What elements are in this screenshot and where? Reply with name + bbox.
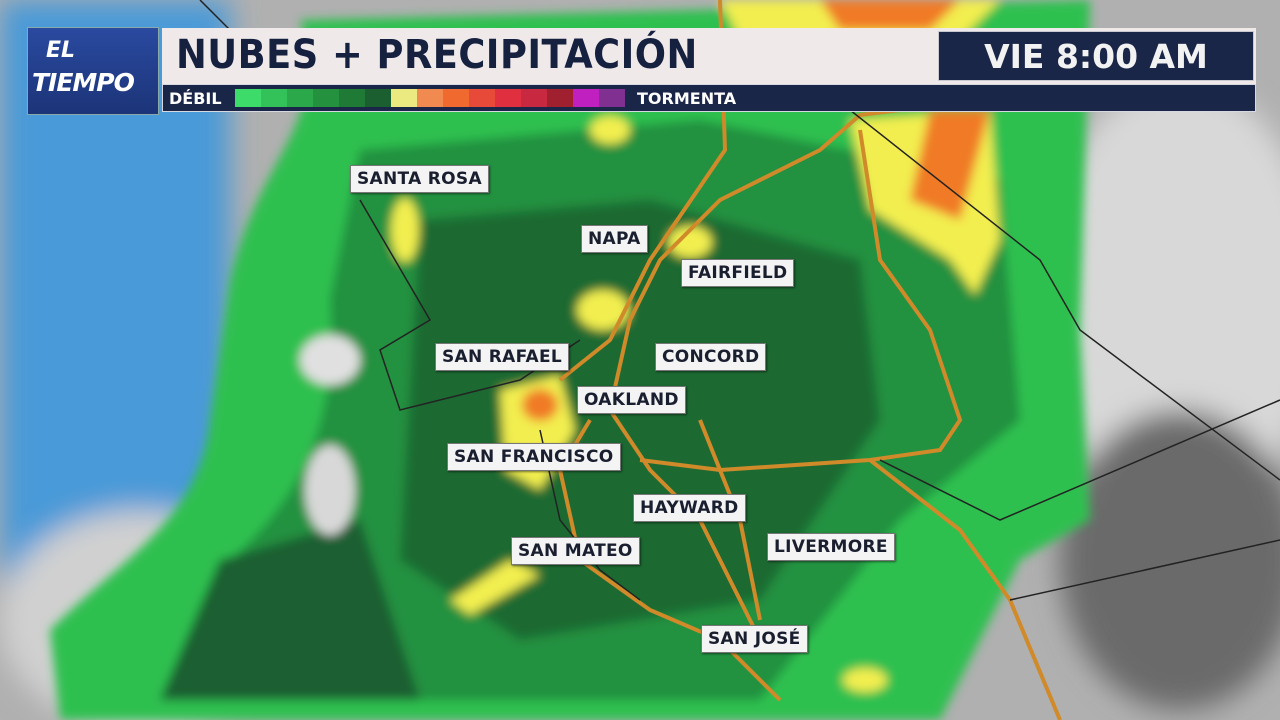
legend-low-label: DÉBIL bbox=[169, 89, 222, 108]
title-bar: NUBES + PRECIPITACIÓN VIE 8:00 AM bbox=[162, 28, 1256, 84]
legend-swatch bbox=[235, 89, 261, 107]
legend-high-label: TORMENTA bbox=[637, 89, 737, 108]
city-label-san-mateo: SAN MATEO bbox=[511, 537, 640, 565]
logo-line-1: EL bbox=[46, 38, 76, 63]
time-box: VIE 8:00 AM bbox=[938, 31, 1254, 81]
city-label-oakland: OAKLAND bbox=[577, 386, 686, 414]
page-title: NUBES + PRECIPITACIÓN bbox=[176, 32, 698, 78]
legend-swatch bbox=[313, 89, 339, 107]
logo-line-2: TIEMPO bbox=[32, 68, 135, 97]
legend-swatch bbox=[287, 89, 313, 107]
legend-swatch bbox=[599, 89, 625, 107]
city-label-san-jose: SAN JOSÉ bbox=[701, 625, 808, 653]
legend-swatch bbox=[495, 89, 521, 107]
city-label-san-francisco: SAN FRANCISCO bbox=[447, 443, 621, 471]
city-label-concord: CONCORD bbox=[655, 343, 767, 371]
el-tiempo-logo: EL TIEMPO bbox=[27, 27, 159, 115]
city-label-hayward: HAYWARD bbox=[633, 494, 746, 522]
city-label-napa: NAPA bbox=[581, 225, 648, 253]
legend-swatch bbox=[339, 89, 365, 107]
forecast-time: VIE 8:00 AM bbox=[984, 37, 1208, 76]
legend-swatch bbox=[521, 89, 547, 107]
legend-swatch bbox=[547, 89, 573, 107]
city-label-fairfield: FAIRFIELD bbox=[681, 259, 795, 287]
legend-swatch bbox=[391, 89, 417, 107]
county-borders bbox=[199, 0, 1280, 601]
city-label-livermore: LIVERMORE bbox=[767, 533, 895, 561]
legend-swatch bbox=[365, 89, 391, 107]
legend-swatches bbox=[235, 89, 625, 107]
city-label-santa-rosa: SANTA ROSA bbox=[350, 165, 489, 193]
legend-swatch bbox=[261, 89, 287, 107]
legend-swatch bbox=[443, 89, 469, 107]
legend-swatch bbox=[573, 89, 599, 107]
precipitation-legend: DÉBIL TORMENTA bbox=[162, 84, 1256, 112]
legend-swatch bbox=[417, 89, 443, 107]
city-label-san-rafael: SAN RAFAEL bbox=[435, 343, 570, 371]
legend-swatch bbox=[469, 89, 495, 107]
